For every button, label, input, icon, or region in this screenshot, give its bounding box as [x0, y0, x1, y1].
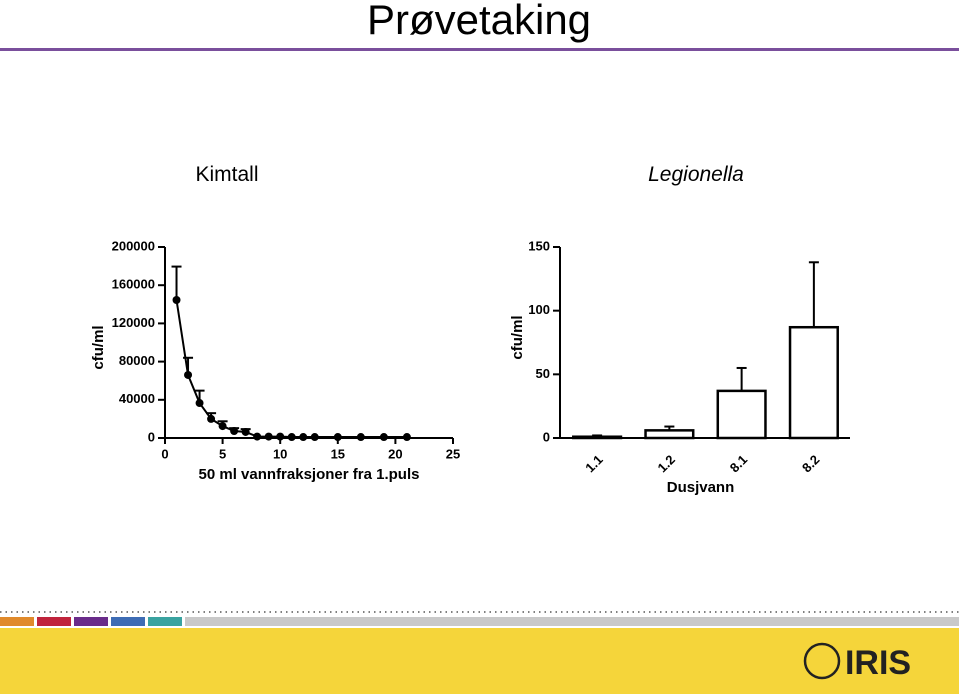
x-tick-label: 20	[388, 446, 402, 461]
y-tick-label: 80000	[119, 353, 155, 368]
data-point	[287, 433, 296, 442]
logo-text: IRIS	[845, 644, 911, 682]
data-point	[172, 296, 181, 305]
footer-band	[0, 628, 959, 694]
logo-mark	[803, 642, 841, 680]
bar	[716, 389, 767, 440]
data-point	[195, 399, 204, 408]
x-tick-label: 5	[219, 446, 226, 461]
x-tick-label: 1.1	[582, 452, 605, 475]
y-tick-label: 200000	[112, 238, 155, 253]
data-point	[356, 433, 365, 442]
bar	[644, 429, 695, 440]
y-tick-label: 120000	[112, 315, 155, 330]
x-axis-title: Dusjvann	[667, 479, 735, 496]
x-tick-label: 10	[273, 446, 287, 461]
x-tick-label: 25	[446, 446, 460, 461]
data-point	[253, 432, 262, 441]
footer-bar	[111, 617, 145, 626]
y-axis-title: cfu/ml	[90, 325, 107, 369]
y-tick-label: 150	[528, 238, 550, 253]
data-point	[299, 433, 308, 442]
data-point	[241, 427, 250, 436]
x-tick-label: 1.2	[655, 452, 678, 475]
x-axis-title: 50 ml vannfraksjoner fra 1.puls	[199, 466, 420, 483]
slide-title: Prøvetaking	[367, 0, 591, 43]
data-point	[184, 370, 193, 379]
footer-bar	[37, 617, 71, 626]
x-tick-label: 15	[331, 446, 345, 461]
y-tick-label: 0	[543, 429, 550, 444]
data-point	[264, 432, 273, 441]
data-point	[379, 433, 388, 442]
data-point	[333, 433, 342, 442]
footer-bar	[185, 617, 959, 626]
data-point	[230, 427, 239, 436]
y-tick-label: 100	[528, 302, 550, 317]
title-rule	[0, 48, 959, 51]
data-point	[310, 433, 319, 442]
bar	[572, 435, 623, 440]
x-tick-label: 8.1	[727, 452, 750, 475]
data-point	[218, 422, 227, 431]
y-tick-label: 0	[148, 429, 155, 444]
footer-bar	[148, 617, 182, 626]
y-tick-label: 160000	[112, 277, 155, 292]
x-tick-label: 8.2	[799, 452, 822, 475]
x-tick-label: 0	[161, 446, 168, 461]
data-point	[276, 432, 285, 441]
bar	[788, 325, 839, 440]
chart-title: Legionella	[648, 163, 744, 186]
y-tick-label: 40000	[119, 391, 155, 406]
data-point	[402, 433, 411, 442]
footer-bar	[74, 617, 108, 626]
y-axis-title: cfu/ml	[509, 315, 526, 359]
data-point	[207, 414, 216, 423]
y-tick-label: 50	[536, 366, 550, 381]
footer-bar	[0, 617, 34, 626]
chart-title: Kimtall	[195, 163, 258, 186]
